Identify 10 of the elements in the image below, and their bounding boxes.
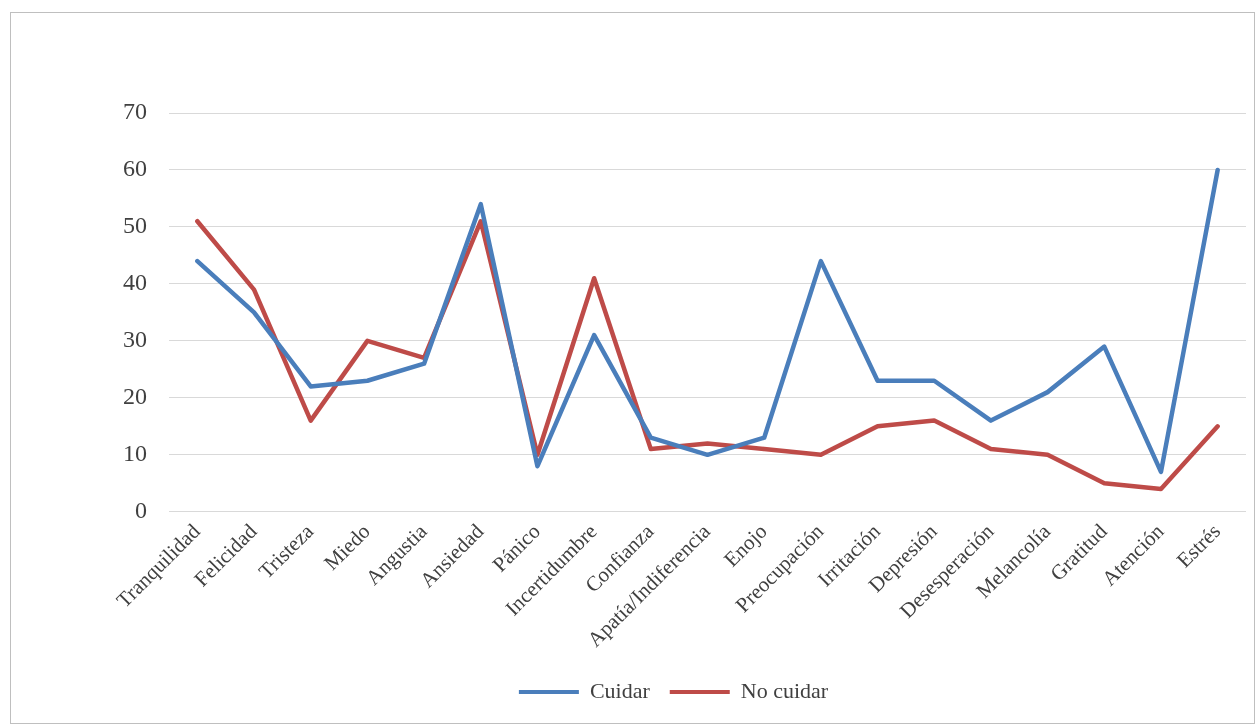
y-tick-label: 0 [135,497,147,524]
y-tick-label: 60 [123,155,147,182]
y-tick-label: 50 [123,212,147,239]
legend-label: No cuidar [740,677,829,703]
y-tick-label: 20 [123,383,147,410]
legend-label: Cuidar [589,677,651,703]
y-tick-label: 10 [123,440,147,467]
y-tick-label: 70 [123,98,147,125]
y-tick-label: 40 [123,269,147,296]
y-tick-label: 30 [123,326,147,353]
